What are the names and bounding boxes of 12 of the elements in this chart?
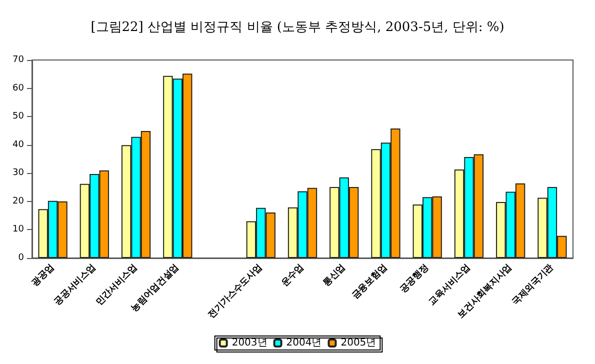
y-tick-label: 30	[12, 168, 24, 178]
legend-label: 2004년	[286, 338, 322, 348]
y-tick-label: 60	[12, 83, 24, 94]
y-tick-label: 10	[12, 224, 24, 235]
y-tick-label: 20	[12, 196, 24, 206]
legend-label: 2003년	[232, 338, 268, 348]
y-tick-label: 0	[18, 253, 24, 263]
y-tick-label: 70	[12, 55, 24, 65]
y-tick-label: 40	[12, 140, 24, 150]
y-tick-label: 50	[12, 112, 24, 122]
legend-label: 2005년	[340, 338, 376, 348]
chart-title: [그림22] 산업별 비정규직 비율 (노동부 추정방식, 2003-5년, 단위: %)	[90, 20, 504, 35]
